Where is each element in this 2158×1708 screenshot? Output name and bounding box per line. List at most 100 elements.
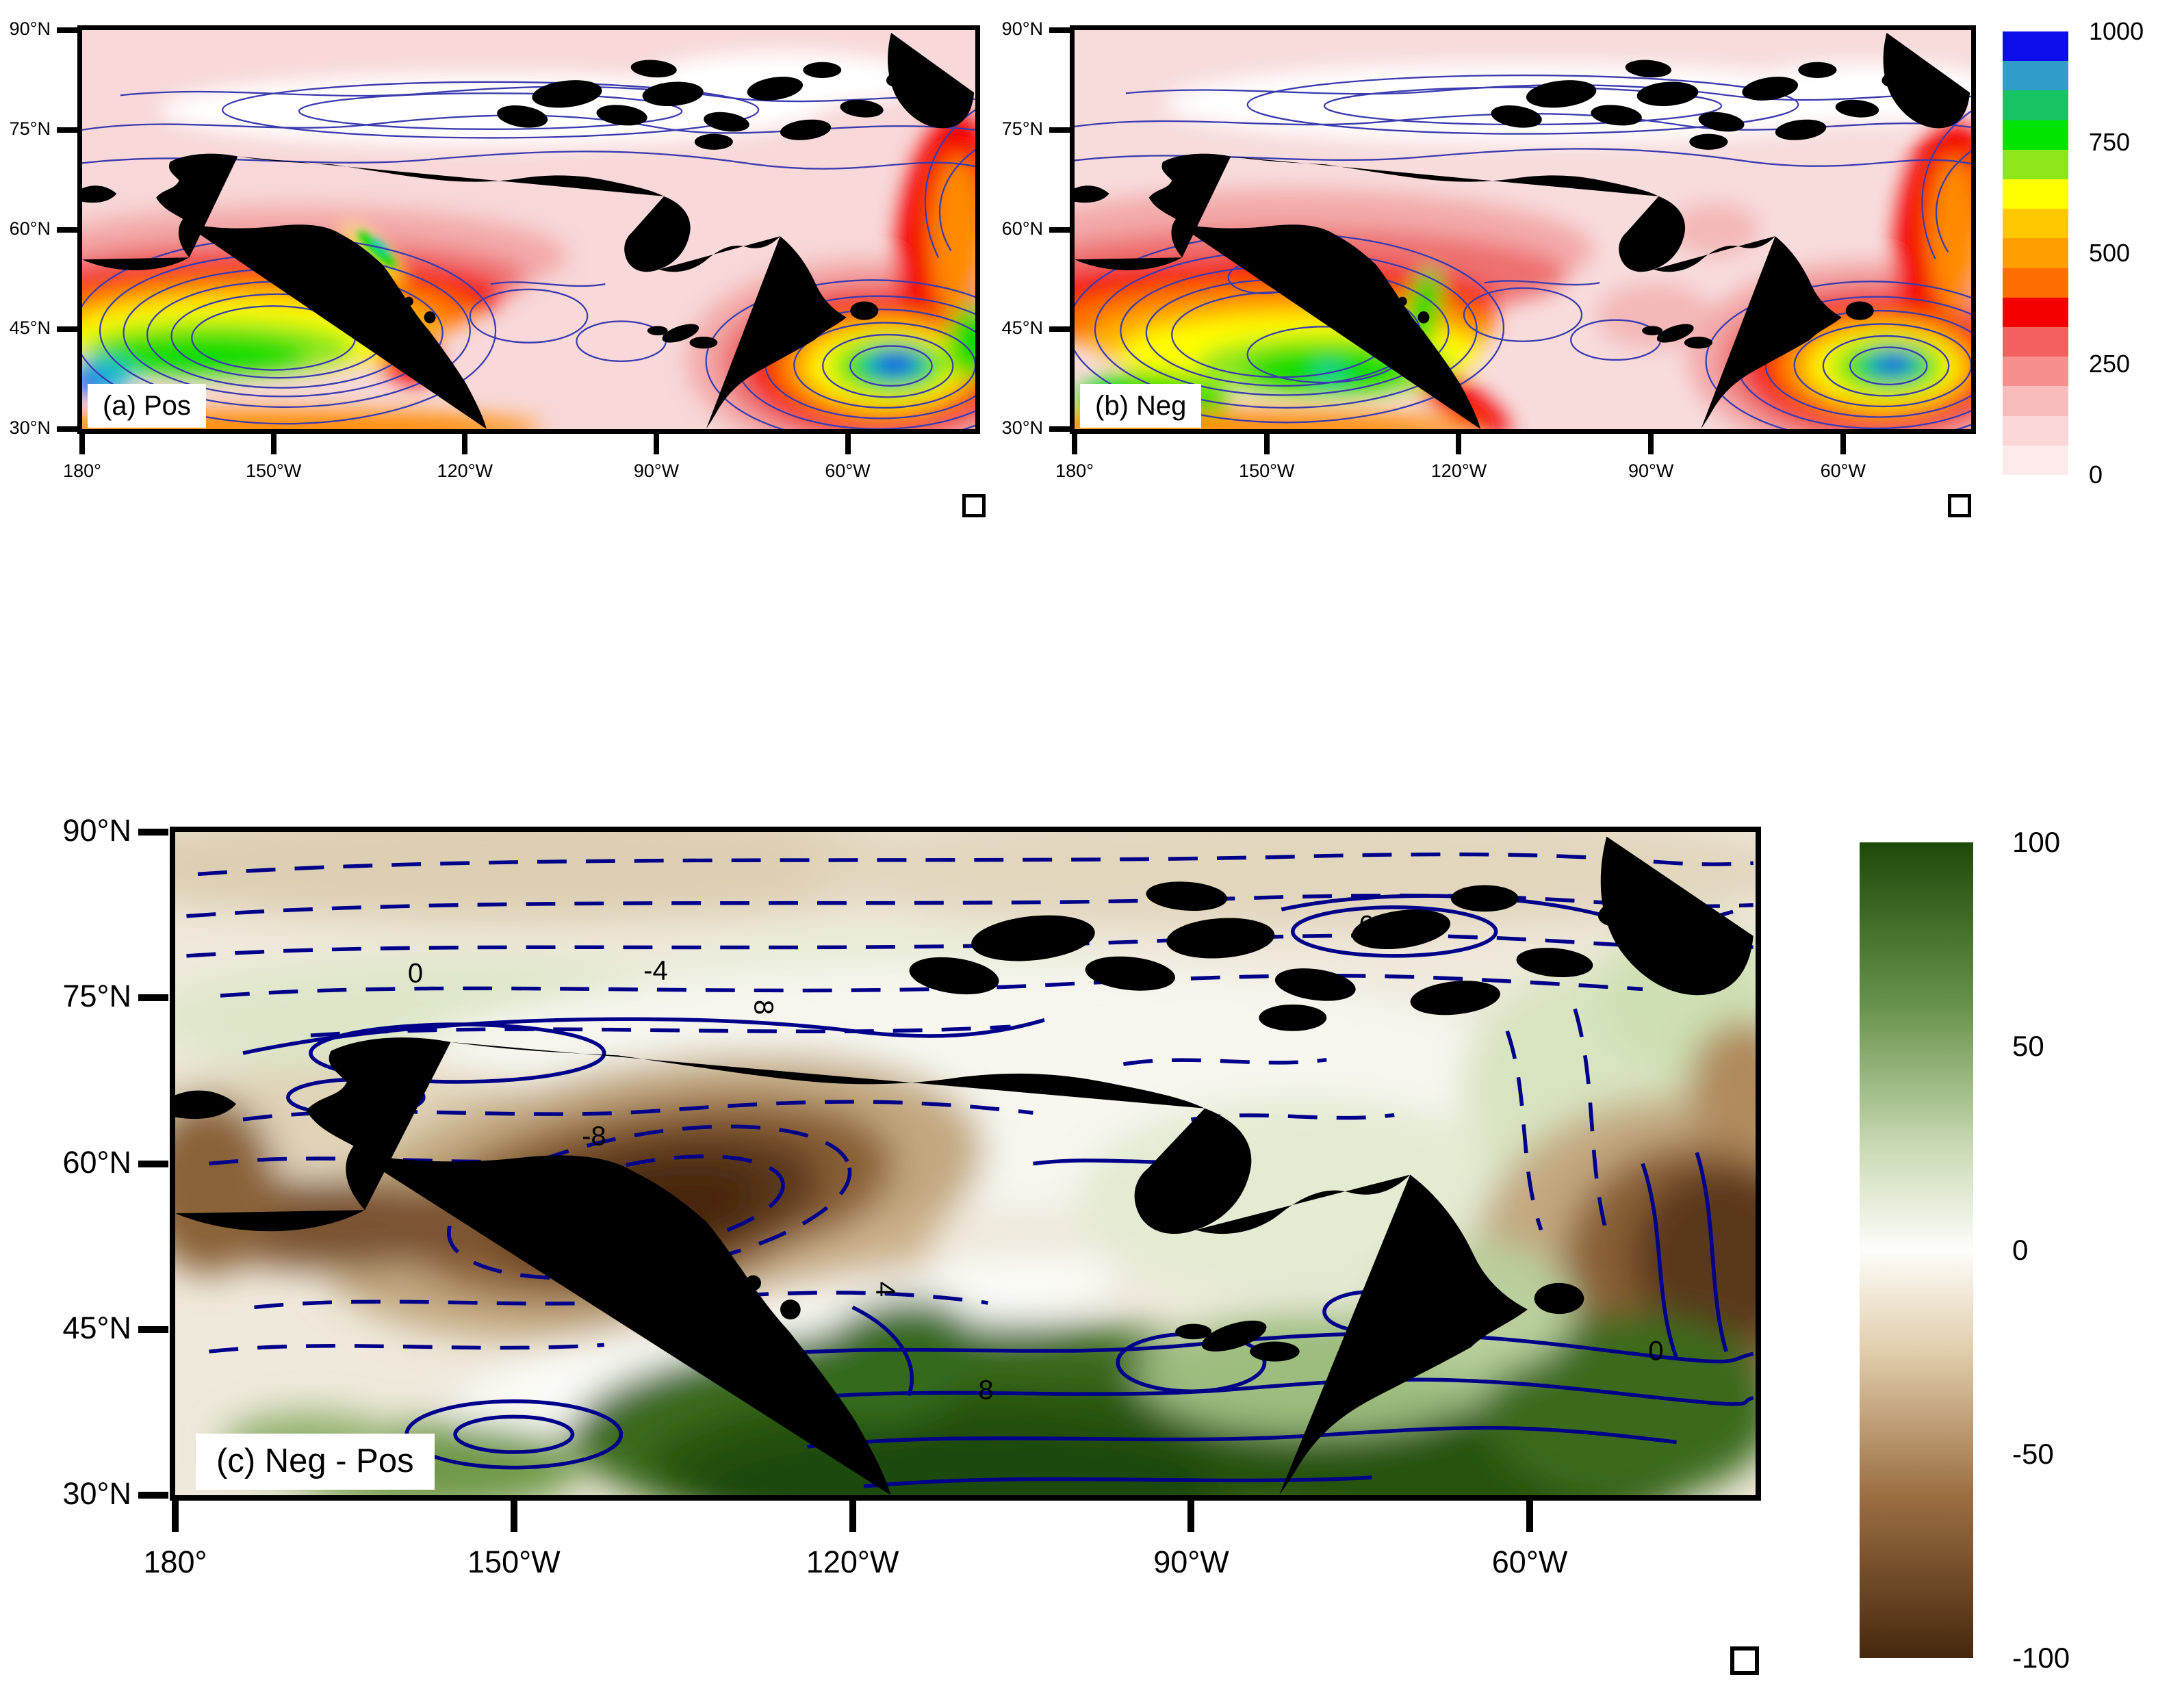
lon-tick-mark	[1263, 434, 1270, 454]
colorbar-bottom-tick-labels: 100 50 0 -50 -100	[2012, 826, 2149, 1674]
colorbar-band	[2003, 445, 2068, 476]
lat-tick-mark	[138, 1160, 168, 1167]
lon-tick-label: 90°W	[633, 461, 680, 481]
lon-tick-label: 150°W	[467, 1544, 561, 1579]
lat-tick-label: 60°N	[9, 218, 51, 239]
lat-tick-mark	[1049, 426, 1070, 432]
lat-tick-mark	[1049, 127, 1070, 133]
lon-tick-mark	[1072, 434, 1077, 454]
panel-c-label: (c) Neg - Pos	[196, 1434, 435, 1490]
lon-tick-label: 90°W	[1628, 461, 1674, 481]
marker-box-panel-b	[1948, 494, 1971, 517]
contour-value-label: 0	[1359, 910, 1375, 941]
lat-tick-label: 30°N	[9, 417, 51, 438]
lat-tick-mark	[57, 127, 77, 133]
lon-tick-mark	[79, 434, 85, 454]
lon-tick-label: 60°W	[1491, 1544, 1568, 1579]
colorbar-tick-label: -50	[2012, 1438, 2054, 1470]
lat-tick-label: 45°N	[9, 318, 51, 339]
lon-tick-label: 90°W	[1153, 1544, 1229, 1579]
colorbar-band	[2003, 31, 2068, 62]
panel-a-pos-map: (a) Pos 90°N 75°N 60°N 45°N 30°N 180° 150°W 120…	[10, 18, 980, 481]
lon-tick-mark	[1648, 434, 1654, 454]
lat-tick-label: 30°N	[62, 1476, 131, 1511]
lon-tick-mark	[172, 1501, 179, 1532]
lon-tick-label: 150°W	[1239, 461, 1295, 481]
lat-tick-label: 75°N	[1001, 118, 1043, 139]
lat-tick-label: 60°N	[1001, 218, 1043, 239]
lon-tick-label: 60°W	[1820, 461, 1866, 481]
lat-tick-mark	[1049, 326, 1070, 333]
lat-tick-mark	[138, 1325, 168, 1333]
colorbar-tick-label: 1000	[2089, 17, 2144, 45]
colorbar-tick-label: 100	[2012, 826, 2061, 858]
lat-tick-label: 90°N	[62, 813, 131, 848]
lat-tick-mark	[138, 1492, 168, 1499]
colorbar-tick-label: 0	[2012, 1234, 2029, 1266]
lat-tick-mark	[57, 326, 77, 333]
lon-tick-label: 180°	[1055, 461, 1094, 481]
colorbar-band	[2003, 415, 2068, 445]
lat-tick-label: 90°N	[9, 18, 51, 39]
lat-tick-label: 45°N	[1001, 318, 1043, 339]
lon-tick-mark	[653, 434, 659, 454]
panel-c-map-area	[175, 832, 1756, 1495]
lon-tick-mark	[845, 434, 851, 454]
lat-tick-label: 75°N	[9, 118, 51, 139]
lon-tick-mark	[849, 1501, 856, 1532]
lat-tick-label: 75°N	[62, 979, 131, 1014]
contour-value-label: 8	[748, 999, 779, 1015]
lon-tick-label: 120°W	[1430, 461, 1487, 481]
lat-tick-mark	[57, 426, 77, 432]
panel-a-label: (a) Pos	[88, 384, 206, 428]
lat-tick-mark	[1049, 27, 1070, 33]
colorbar-top-scale	[2003, 31, 2068, 476]
map-canvas-c	[175, 832, 1756, 1495]
panel-b-neg-map: (b) Neg 90°N 75°N 60°N 45°N 30°N 180° 150°W 120…	[1002, 18, 1976, 481]
panel-b-map-area	[1075, 30, 1971, 429]
colorbar-band	[2003, 61, 2068, 91]
colorbar-tick-label: 0	[2089, 461, 2103, 489]
lon-tick-label: 120°W	[806, 1544, 899, 1579]
colorbar-tick-label: 500	[2089, 239, 2131, 267]
lon-tick-label: 60°W	[825, 461, 871, 481]
lon-tick-mark	[1456, 434, 1462, 454]
contour-value-label: 0	[1648, 1336, 1664, 1367]
lat-tick-mark	[57, 227, 77, 233]
lat-tick-label: 60°N	[62, 1144, 131, 1180]
panel-c-difference-map: (c) Neg - Pos 90°N 75°N 60°N 45°N 30°N 180° 15…	[62, 813, 1761, 1579]
lon-tick-label: 180°	[63, 461, 101, 481]
lon-tick-mark	[1526, 1501, 1534, 1532]
colorbar-band	[2003, 120, 2068, 150]
panel-a-map-area	[82, 30, 975, 429]
colorbar-band	[2003, 90, 2068, 120]
colorbar-top-tick-labels: 1000 750 500 250 0	[2089, 17, 2158, 489]
colorbar-band	[2003, 149, 2068, 180]
colorbar-band	[2003, 209, 2068, 239]
contour-value-label: 0	[1199, 1145, 1215, 1176]
colorbar-band	[2003, 238, 2068, 268]
contour-value-label: -4	[643, 955, 668, 986]
lat-tick-label: 45°N	[62, 1310, 131, 1345]
lon-tick-mark	[510, 1501, 517, 1532]
lat-tick-label: 30°N	[1001, 417, 1043, 438]
colorbar-band	[2003, 297, 2068, 328]
contour-value-label: 0	[766, 1349, 782, 1380]
lat-tick-mark	[138, 829, 168, 836]
contour-value-label: 0	[407, 958, 424, 989]
lat-tick-mark	[138, 994, 168, 1002]
marker-box-panel-a	[962, 494, 986, 517]
colorbar-bottom-scale	[1860, 842, 1973, 1658]
lon-tick-mark	[462, 434, 468, 454]
colorbar-band	[2003, 268, 2068, 298]
colorbar-tick-label: -100	[2012, 1642, 2070, 1674]
map-canvas-a	[82, 30, 975, 429]
contour-value-label: 4	[870, 1281, 901, 1297]
colorbar-band	[2003, 327, 2068, 357]
contour-value-label: 8	[978, 1375, 994, 1406]
lat-tick-mark	[57, 27, 77, 33]
contour-value-label: -8	[582, 1121, 606, 1152]
lon-tick-label: 150°W	[245, 461, 302, 481]
colorbar-band	[2003, 179, 2068, 209]
marker-box-panel-c	[1730, 1646, 1759, 1675]
